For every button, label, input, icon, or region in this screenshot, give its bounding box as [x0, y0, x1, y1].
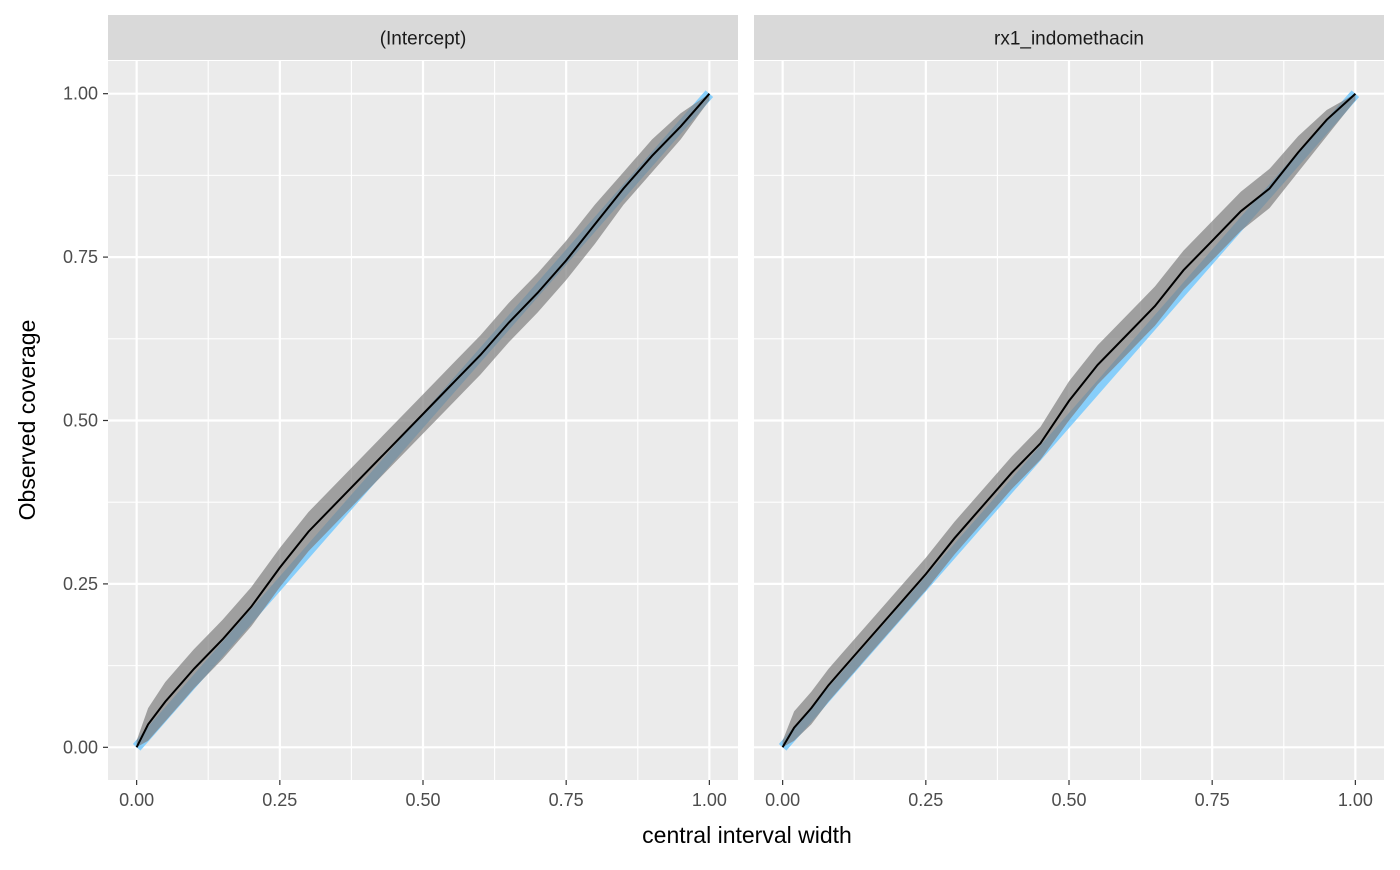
y-tick-label: 0.50: [63, 411, 98, 431]
uncertainty-band: [782, 93, 1356, 748]
y-tick-label: 0.25: [63, 574, 98, 594]
facet-strip: [754, 15, 1384, 60]
uncertainty-band: [136, 93, 710, 748]
facet-panel-2: rx1_indomethacin 0.00 0.25 0.50 0.75 1.00: [754, 15, 1384, 810]
x-tick-label: 0.75: [1195, 790, 1230, 810]
x-tick-label: 0.25: [262, 790, 297, 810]
x-tick-label: 1.00: [1338, 790, 1373, 810]
x-tick-label: 0.00: [119, 790, 154, 810]
x-axis-title: central interval width: [642, 822, 852, 848]
y-tick-label: 0.00: [63, 737, 98, 757]
x-tick-label: 0.50: [405, 790, 440, 810]
x-tick-label: 0.50: [1051, 790, 1086, 810]
x-tick-label: 1.00: [692, 790, 727, 810]
facet-strip-label: rx1_indomethacin: [994, 29, 1144, 50]
facet-strip-label: (Intercept): [380, 29, 467, 50]
y-tick-label: 0.75: [63, 247, 98, 267]
y-tick-label: 1.00: [63, 84, 98, 104]
x-tick-label: 0.00: [765, 790, 800, 810]
panels-layer: (Intercept) 0.00 0.25 0.50 0.75 1.00 0.00 0.25 0…: [63, 15, 1384, 810]
x-tick-label: 0.25: [908, 790, 943, 810]
x-tick-label: 0.75: [549, 790, 584, 810]
facet-strip: [108, 15, 738, 60]
observed-coverage-line: [135, 93, 711, 748]
y-axis-title: Observed coverage: [14, 320, 40, 521]
observed-coverage-line: [781, 92, 1357, 748]
facet-panel-1: (Intercept) 0.00 0.25 0.50 0.75 1.00 0.00 0.25 0…: [63, 15, 738, 810]
